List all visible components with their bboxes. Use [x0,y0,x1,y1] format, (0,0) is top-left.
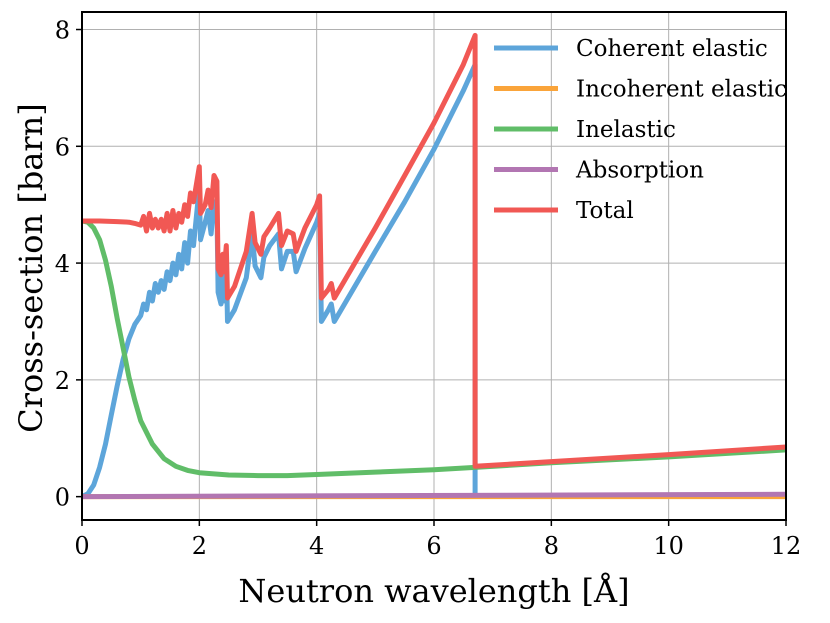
y-tick-label: 2 [55,367,70,395]
series-group [82,32,786,500]
y-tick-label: 0 [55,484,70,512]
x-tick-label: 6 [426,532,441,560]
series-line-3 [82,491,786,500]
series-line-2 [82,218,786,479]
y-tick-label: 6 [55,133,70,161]
series-line-0 [82,62,478,499]
x-tick-label: 10 [653,532,684,560]
grid [81,12,787,520]
x-axis-ticks: 0 2 4 6 8 10 12 [74,520,801,560]
legend-label-0: Coherent elastic [576,36,768,62]
y-axis-ticks: 0 2 4 6 8 [55,17,82,512]
x-tick-label: 8 [544,532,559,560]
series-line-4 [82,32,786,469]
legend: Coherent elastic Incoherent elastic Inelas… [494,36,787,224]
x-tick-label: 4 [309,532,324,560]
x-tick-label: 0 [74,532,89,560]
legend-label-3: Absorption [575,158,704,184]
x-axis-label: Neutron wavelength [Å] [238,572,629,610]
x-tick-label: 12 [771,532,802,560]
y-tick-label: 8 [55,17,70,45]
y-tick-label: 4 [55,250,70,278]
legend-label-2: Inelastic [576,117,676,143]
x-tick-label: 2 [192,532,207,560]
legend-label-1: Incoherent elastic [576,77,787,103]
legend-label-4: Total [576,198,634,224]
y-axis-label: Cross-section [barn] [12,103,50,433]
